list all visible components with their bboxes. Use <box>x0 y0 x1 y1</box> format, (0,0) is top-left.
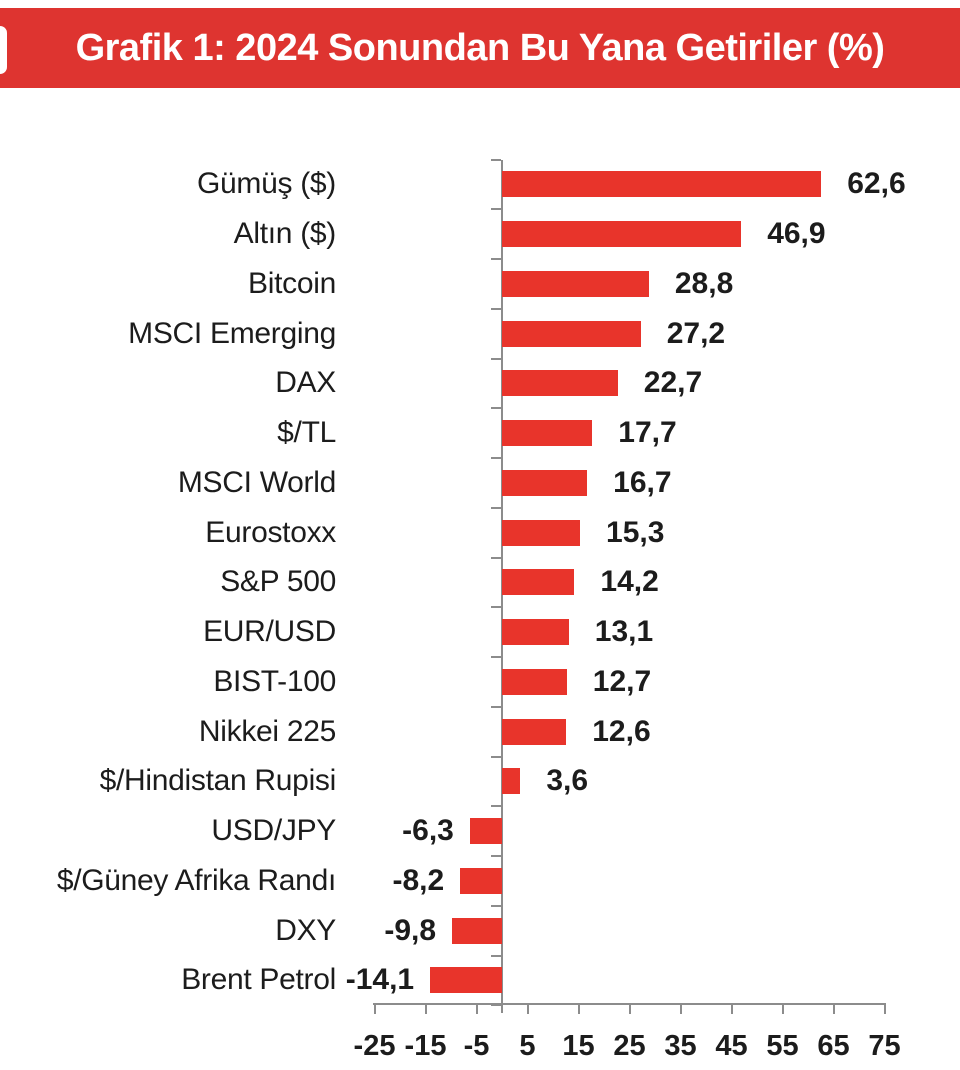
value-label: 17,7 <box>618 416 677 450</box>
category-label: Altın ($) <box>233 217 337 251</box>
chart-title: Grafik 1: 2024 Sonundan Bu Yana Getirile… <box>75 26 885 69</box>
bar <box>430 967 502 994</box>
x-axis-tick <box>628 1003 631 1014</box>
category-label: MSCI World <box>177 465 336 499</box>
x-tick-label: 15 <box>562 1030 595 1062</box>
category-label: MSCI Emerging <box>128 316 336 350</box>
category-label: $/Güney Afrika Randı <box>56 863 336 897</box>
x-axis-tick <box>526 1003 529 1014</box>
x-tick-label: 45 <box>715 1030 748 1062</box>
y-axis-tick <box>491 407 501 410</box>
bar <box>502 221 742 248</box>
y-axis-tick <box>491 755 501 758</box>
bar <box>502 171 822 198</box>
title-banner: Grafik 1: 2024 Sonundan Bu Yana Getirile… <box>0 8 960 88</box>
y-axis-tick <box>491 805 501 808</box>
x-axis-tick <box>832 1003 835 1014</box>
y-axis-tick <box>491 506 501 509</box>
y-axis-tick <box>491 954 501 957</box>
value-label: 28,8 <box>674 266 734 300</box>
category-label: Bitcoin <box>248 266 336 300</box>
category-label: DXY <box>275 913 336 947</box>
bar <box>502 469 588 496</box>
y-axis-tick <box>491 656 501 658</box>
x-axis-tick <box>577 1003 580 1014</box>
category-label: BIST-100 <box>213 664 336 698</box>
value-label: -6,3 <box>402 814 454 848</box>
y-axis-tick <box>491 158 501 161</box>
bar <box>502 370 618 397</box>
bar <box>460 867 502 894</box>
value-label: -9,8 <box>384 913 437 947</box>
value-label: 16,7 <box>613 465 672 499</box>
x-axis-tick <box>781 1003 784 1014</box>
y-axis-tick <box>491 855 501 857</box>
y-axis-tick <box>491 307 501 310</box>
x-tick-label: -25 <box>353 1030 396 1062</box>
y-axis-tick <box>491 606 501 609</box>
value-label: 62,6 <box>847 167 906 201</box>
value-label: -8,2 <box>392 863 445 897</box>
x-axis-tick <box>679 1003 682 1014</box>
bar <box>502 420 593 447</box>
category-label: Nikkei 225 <box>198 714 336 748</box>
bar <box>502 519 581 546</box>
y-axis-tick <box>491 556 501 559</box>
x-tick-label: -15 <box>404 1030 447 1062</box>
x-tick-label: 35 <box>664 1030 697 1062</box>
y-axis-tick <box>491 457 501 459</box>
x-axis-tick <box>424 1003 427 1014</box>
bar <box>502 718 567 745</box>
value-label: 27,2 <box>666 316 726 350</box>
category-label: DAX <box>275 366 336 400</box>
x-axis-tick <box>373 1003 376 1014</box>
x-tick-label: 75 <box>868 1030 901 1062</box>
category-label: USD/JPY <box>211 814 336 848</box>
bar <box>452 917 502 944</box>
category-label: Eurostoxx <box>205 515 336 549</box>
x-axis-tick <box>475 1003 478 1014</box>
x-tick-label: 25 <box>613 1030 646 1062</box>
bar <box>469 818 502 845</box>
bar <box>502 668 567 695</box>
x-axis-tick <box>730 1003 733 1014</box>
bar <box>502 270 649 297</box>
bar <box>502 619 569 646</box>
value-label: -14,1 <box>345 963 415 997</box>
category-label: Brent Petrol <box>181 963 336 997</box>
y-axis-tick <box>491 357 501 360</box>
value-label: 14,2 <box>600 565 659 599</box>
bar <box>502 768 521 795</box>
value-label: 15,3 <box>606 515 665 549</box>
x-tick-label: 55 <box>766 1030 799 1062</box>
value-label: 13,1 <box>594 615 654 649</box>
value-label: 12,7 <box>592 664 652 698</box>
category-label: Gümüş ($) <box>197 167 336 201</box>
y-axis-tick <box>491 208 501 211</box>
y-axis-tick <box>491 904 501 907</box>
banner-notch-decoration <box>0 26 7 74</box>
y-axis-tick <box>491 1004 501 1007</box>
y-axis-tick <box>491 705 501 708</box>
value-label: 3,6 <box>546 764 589 798</box>
bar <box>502 320 641 347</box>
category-label: EUR/USD <box>203 615 336 649</box>
value-label: 12,6 <box>592 714 651 748</box>
x-tick-label: 65 <box>817 1030 850 1062</box>
category-label: $/TL <box>277 416 336 450</box>
x-axis-tick <box>883 1003 886 1014</box>
y-axis-tick <box>491 258 501 260</box>
x-tick-label: 5 <box>519 1030 536 1062</box>
bar <box>502 569 575 596</box>
category-label: S&P 500 <box>220 565 336 599</box>
category-label: $/Hindistan Rupisi <box>99 764 337 798</box>
x-tick-label: -5 <box>463 1030 490 1062</box>
value-label: 22,7 <box>643 366 703 400</box>
value-label: 46,9 <box>767 217 826 251</box>
